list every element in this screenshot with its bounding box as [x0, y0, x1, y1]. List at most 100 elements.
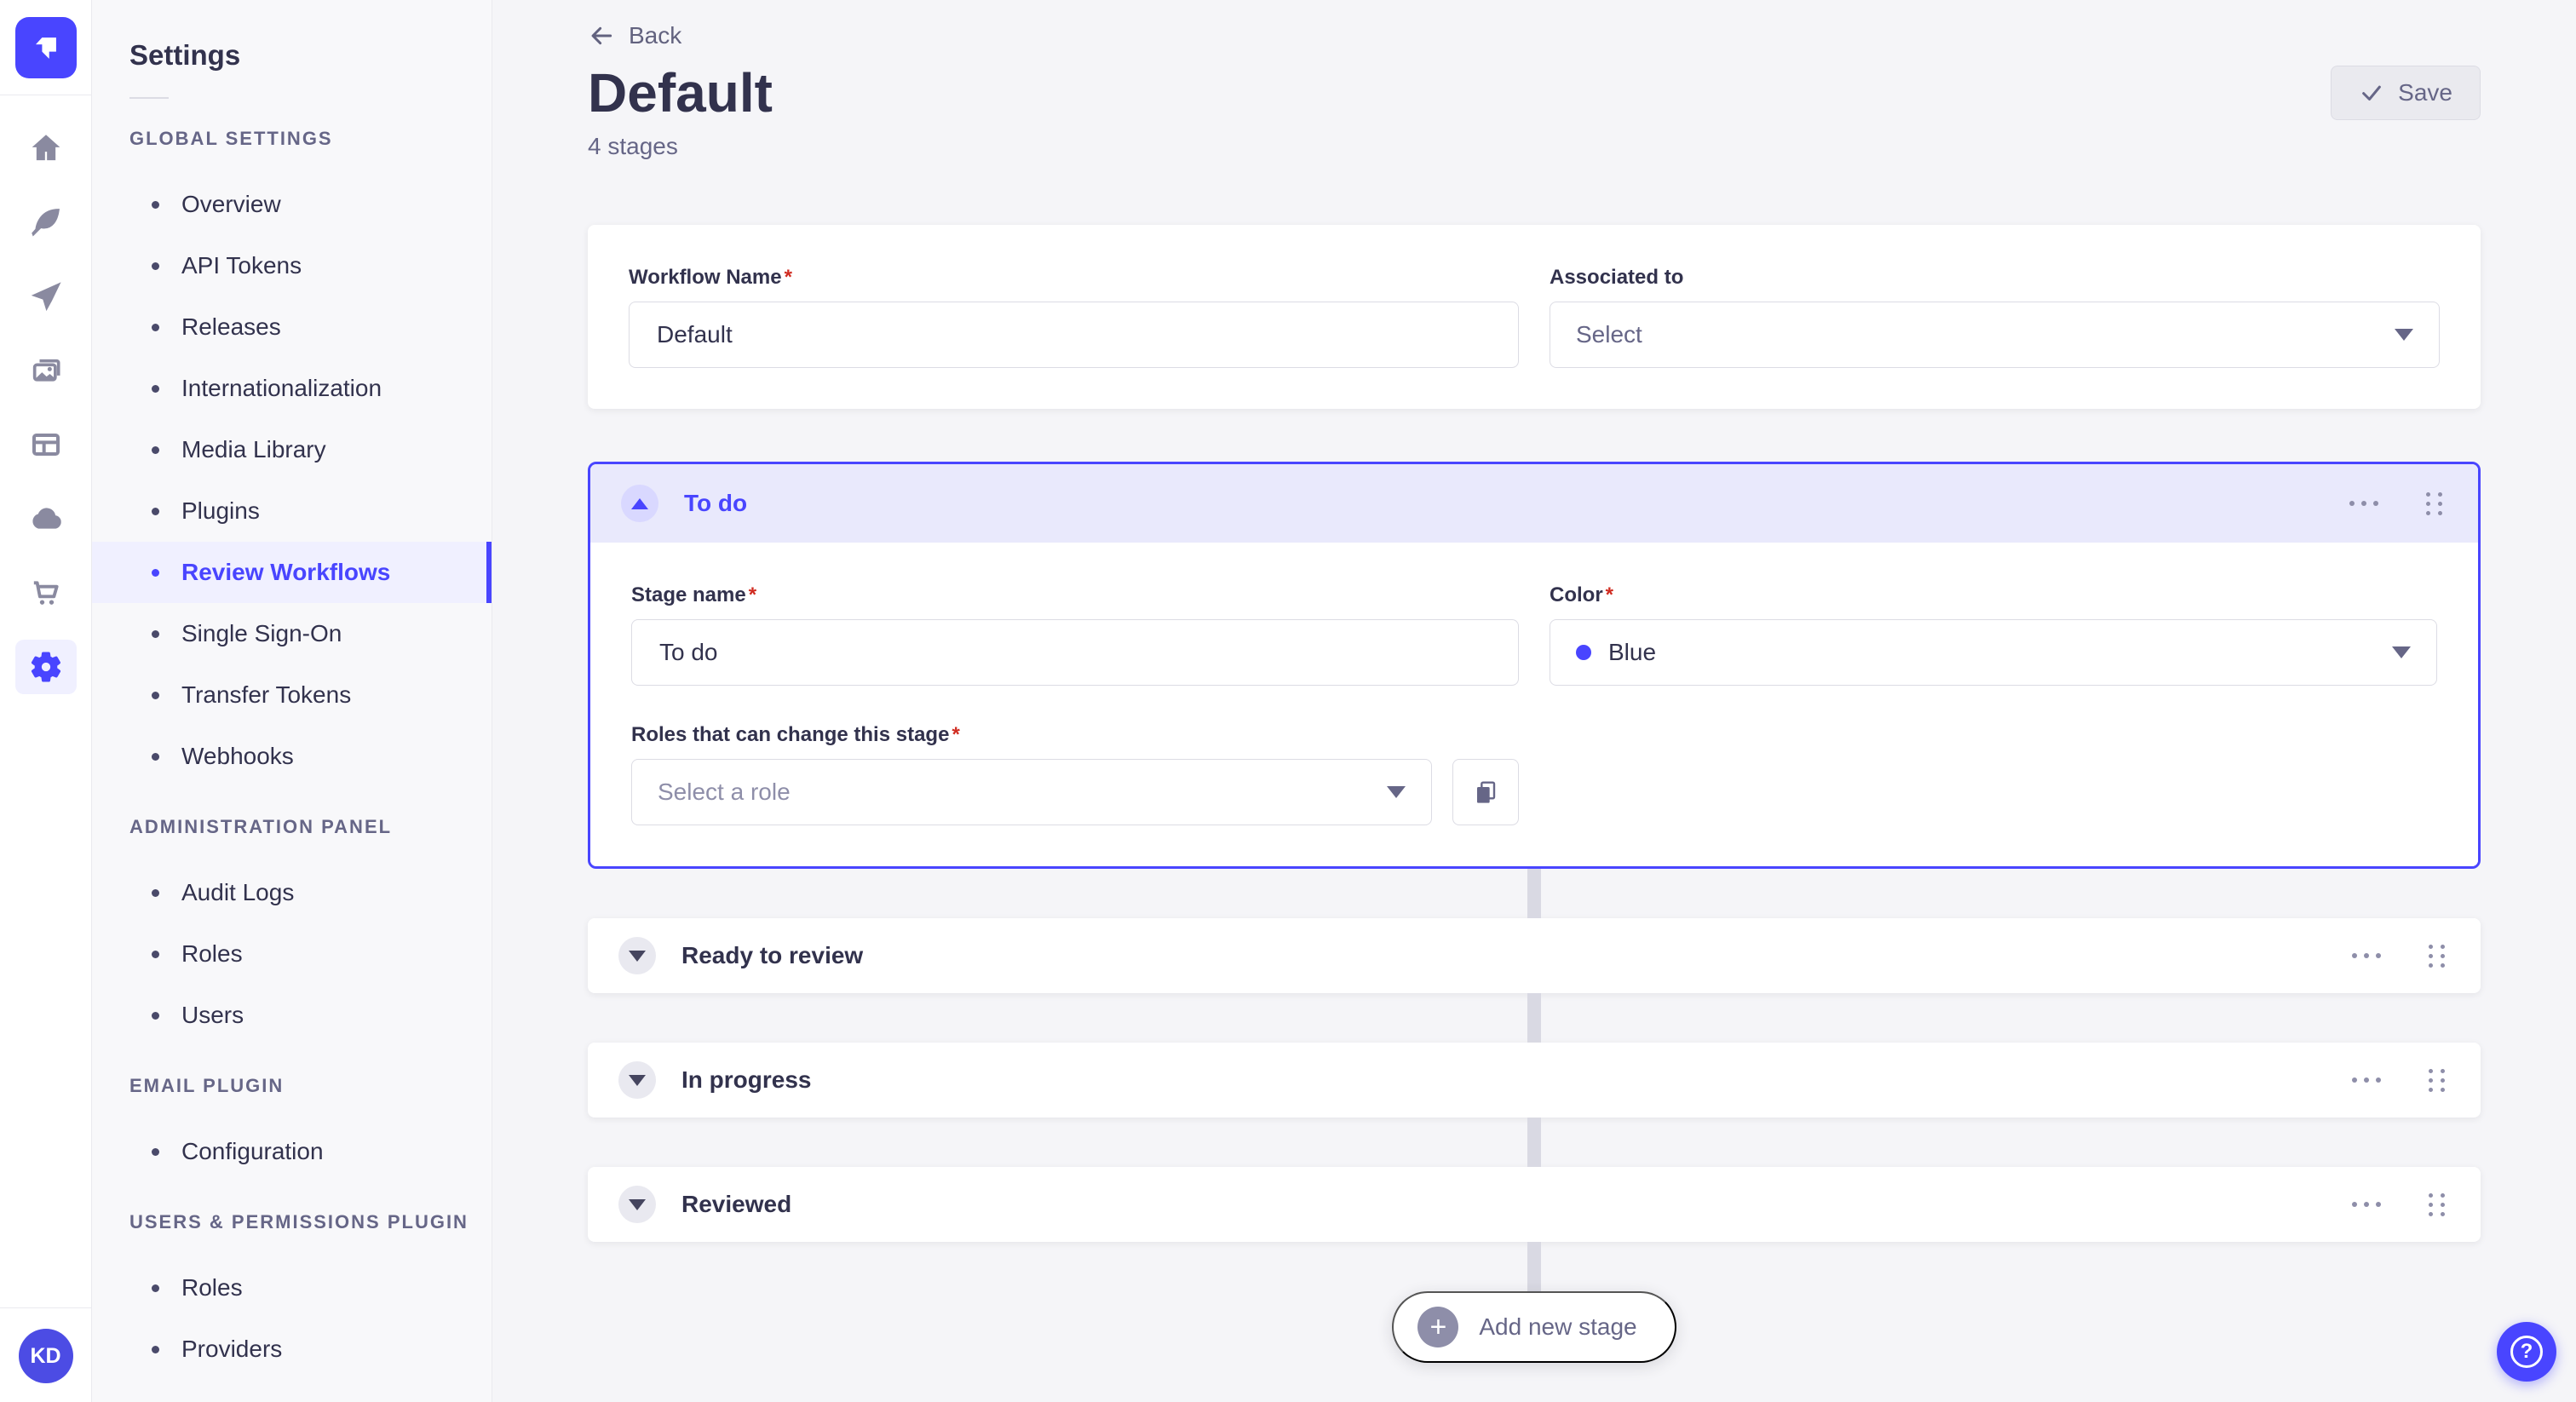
bullet-icon: [152, 752, 159, 761]
stage-title: Ready to review: [681, 942, 864, 968]
section-label: EMAIL PLUGIN: [129, 1075, 285, 1096]
sidebar-item-transfer-tokens[interactable]: Transfer Tokens: [92, 664, 492, 726]
roles-label: Roles that can change this stage *: [631, 723, 960, 746]
subnav-title: Settings: [129, 39, 241, 71]
roles-select[interactable]: Select a role: [631, 759, 1432, 825]
chevron-down-icon: [629, 950, 646, 962]
bullet-icon: [152, 888, 159, 897]
chevron-down-icon: [1387, 786, 1406, 798]
sidebar-item-up-providers[interactable]: Providers: [92, 1319, 492, 1380]
stage-name-label: Stage name *: [631, 583, 757, 606]
associated-to-field-group: Associated to Select: [1550, 266, 2440, 368]
marketplace-cart-icon[interactable]: [15, 566, 77, 620]
workflow-name-label: Workflow Name *: [629, 266, 792, 289]
subnav-title-divider: [129, 97, 169, 99]
releases-icon[interactable]: [15, 269, 77, 324]
home-icon[interactable]: [15, 121, 77, 175]
bullet-icon: [152, 384, 159, 393]
sidebar-item-overview[interactable]: Overview: [92, 174, 492, 235]
bullet-icon: [152, 1147, 159, 1156]
associated-to-select[interactable]: Select: [1550, 302, 2440, 368]
main-content: Back Default Save 4 stages Workflow Name…: [492, 0, 2576, 1402]
user-avatar[interactable]: KD: [18, 1329, 73, 1383]
back-arrow-icon: [591, 26, 612, 45]
add-new-stage-button[interactable]: + Add new stage: [1392, 1291, 1676, 1363]
sidebar-item-media-library[interactable]: Media Library: [92, 419, 492, 480]
sidebar-item-webhooks[interactable]: Webhooks: [92, 726, 492, 787]
bullet-icon: [152, 1345, 159, 1353]
stage-card-ready-to-review[interactable]: Ready to review: [588, 918, 2481, 993]
color-swatch-dot: [1576, 645, 1591, 660]
workflow-name-field-group: Workflow Name *: [629, 266, 1519, 368]
more-options-icon[interactable]: [2344, 496, 2383, 511]
required-asterisk: *: [784, 266, 792, 289]
drag-handle-icon[interactable]: [2424, 1188, 2450, 1221]
stage-accordion-header[interactable]: To do: [590, 464, 2478, 543]
chevron-down-icon: [2392, 646, 2411, 658]
expand-toggle-button[interactable]: [618, 1186, 656, 1223]
bullet-icon: [152, 1284, 159, 1292]
stage-card-in-progress[interactable]: In progress: [588, 1043, 2481, 1118]
bullet-icon: [152, 261, 159, 270]
color-label: Color *: [1550, 583, 1614, 606]
drag-handle-icon[interactable]: [2424, 939, 2450, 973]
more-options-icon[interactable]: [2347, 1197, 2386, 1212]
stage-card-to-do: To do Stage name* Color*: [588, 462, 2481, 869]
collapse-toggle-button[interactable]: [621, 485, 658, 522]
content-manager-icon[interactable]: [15, 195, 77, 250]
sidebar-item-up-roles[interactable]: Roles: [92, 1257, 492, 1319]
stage-form-body: Stage name* Color* Blue Roles that can c…: [590, 543, 2478, 866]
deploy-cloud-icon[interactable]: [15, 491, 77, 546]
sidebar-item-audit-logs[interactable]: Audit Logs: [92, 862, 492, 923]
save-button[interactable]: Save: [2331, 66, 2481, 120]
strapi-logo-icon[interactable]: [14, 16, 77, 78]
settings-gear-icon[interactable]: [14, 640, 77, 694]
duplicate-roles-button[interactable]: [1452, 759, 1519, 825]
check-icon: [2362, 85, 2382, 101]
bullet-icon: [152, 691, 159, 699]
back-link[interactable]: Back: [588, 22, 681, 49]
plus-icon: +: [1417, 1307, 1459, 1347]
rail-divider: [0, 1307, 91, 1308]
copy-icon: [1477, 781, 1496, 803]
sidebar-item-internationalization[interactable]: Internationalization: [92, 358, 492, 419]
drag-handle-icon[interactable]: [2421, 487, 2447, 520]
sidebar-item-releases[interactable]: Releases: [92, 296, 492, 358]
drag-handle-icon[interactable]: [2424, 1064, 2450, 1097]
bullet-icon: [152, 950, 159, 958]
associated-to-label: Associated to: [1550, 266, 1684, 289]
sidebar-item-plugins[interactable]: Plugins: [92, 480, 492, 542]
more-options-icon[interactable]: [2347, 1072, 2386, 1088]
color-select[interactable]: Blue: [1550, 619, 2437, 686]
settings-subnav: Settings GLOBAL SETTINGS Overview API To…: [92, 0, 492, 1402]
stage-title: To do: [684, 490, 748, 516]
more-options-icon[interactable]: [2347, 948, 2386, 963]
help-button[interactable]: ?: [2497, 1322, 2556, 1382]
stage-connector: [588, 869, 2481, 918]
sidebar-item-single-sign-on[interactable]: Single Sign-On: [92, 603, 492, 664]
expand-toggle-button[interactable]: [618, 1061, 656, 1099]
stage-count: 4 stages: [588, 133, 678, 159]
section-administration-panel: ADMINISTRATION PANEL Audit Logs Roles Us…: [92, 816, 492, 1046]
bullet-icon: [152, 568, 159, 577]
stage-name-input[interactable]: [631, 619, 1519, 686]
content-type-builder-icon[interactable]: [15, 417, 77, 472]
sidebar-item-email-configuration[interactable]: Configuration: [92, 1121, 492, 1182]
expand-toggle-button[interactable]: [618, 937, 656, 974]
workflow-name-input[interactable]: [629, 302, 1519, 368]
roles-field-group: Roles that can change this stage * Select…: [631, 723, 1519, 825]
chevron-up-icon: [631, 497, 648, 509]
sidebar-item-admin-users[interactable]: Users: [92, 985, 492, 1046]
required-asterisk: *: [952, 723, 960, 746]
required-asterisk: *: [748, 583, 757, 606]
sidebar-item-api-tokens[interactable]: API Tokens: [92, 235, 492, 296]
section-email-plugin: EMAIL PLUGIN Configuration: [92, 1075, 492, 1182]
media-library-icon[interactable]: [15, 343, 77, 398]
sidebar-item-review-workflows[interactable]: Review Workflows: [92, 542, 492, 603]
color-field-group: Color * Blue: [1550, 583, 2437, 686]
stage-name-field-group: Stage name *: [631, 583, 1519, 686]
sidebar-item-admin-roles[interactable]: Roles: [92, 923, 492, 985]
stage-card-reviewed[interactable]: Reviewed: [588, 1167, 2481, 1242]
bullet-icon: [152, 1011, 159, 1020]
bullet-icon: [152, 323, 159, 331]
